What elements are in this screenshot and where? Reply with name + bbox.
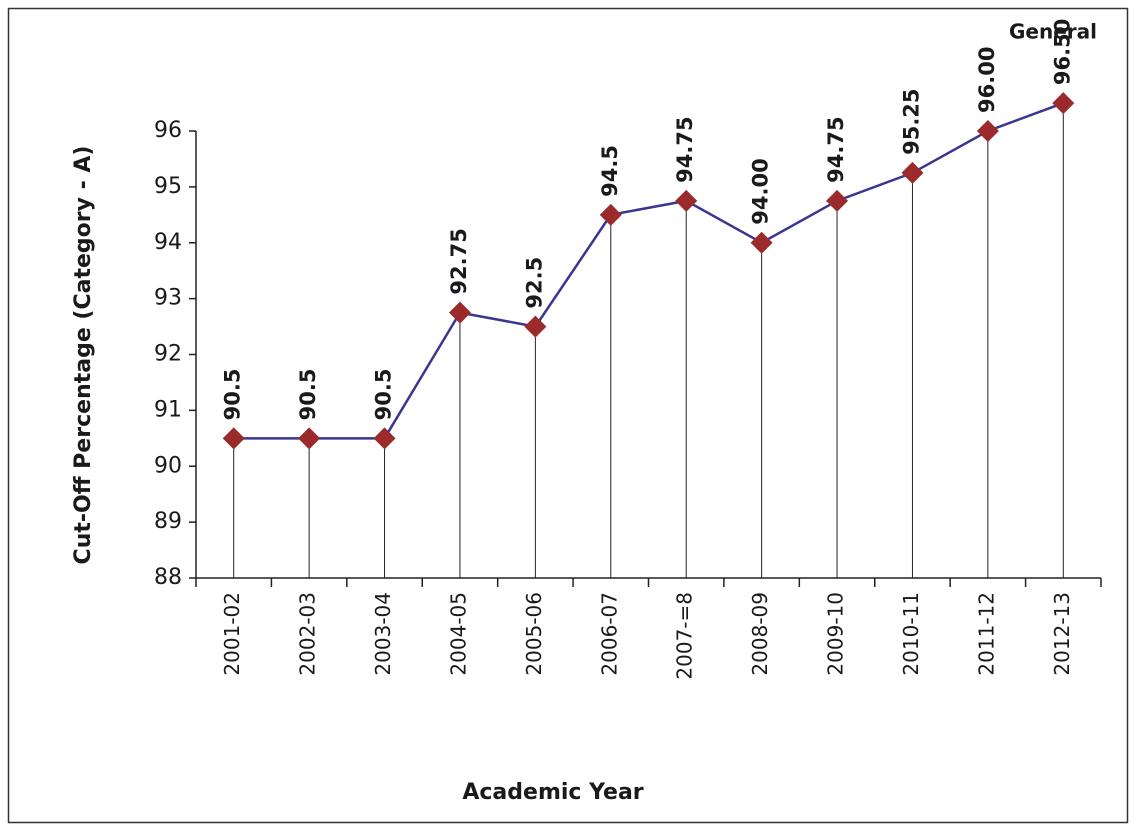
marker	[298, 427, 321, 450]
data-label: 94.5	[598, 145, 622, 197]
data-label: 92.5	[522, 257, 546, 309]
x-tick-label: 2005-06	[522, 592, 546, 676]
y-tick-label: 94	[154, 230, 182, 255]
x-tick-label: 2001-02	[220, 592, 244, 676]
y-tick-label: 90	[154, 453, 182, 478]
marker	[1052, 92, 1075, 115]
marker	[675, 189, 698, 212]
y-tick-label: 91	[154, 397, 182, 422]
y-tick-label: 96	[154, 118, 182, 143]
marker	[222, 427, 245, 450]
data-label: 94.75	[824, 116, 848, 182]
x-tick-label: 2011-12	[974, 592, 998, 676]
legend-label: General	[1009, 20, 1097, 44]
y-tick-label: 95	[154, 174, 182, 199]
marker	[599, 203, 622, 226]
y-tick-label: 88	[154, 565, 182, 590]
x-tick-label: 2012-13	[1050, 592, 1074, 676]
marker	[373, 427, 396, 450]
x-tick-label: 2006-07	[597, 592, 621, 676]
x-tick-label: 2010-11	[899, 592, 923, 676]
marker	[976, 120, 999, 142]
x-tick-label: 2007-=8	[673, 592, 697, 680]
data-label: 96.50	[1050, 19, 1074, 85]
data-label: 95.25	[899, 88, 923, 154]
y-tick-label: 92	[154, 342, 182, 367]
data-label: 96.00	[975, 47, 999, 113]
marker	[448, 301, 471, 324]
x-tick-label: 2002-03	[296, 592, 320, 676]
x-tick-label: 2004-05	[446, 592, 470, 676]
data-label: 94.00	[749, 158, 773, 224]
data-label: 90.5	[372, 368, 396, 420]
marker	[901, 161, 924, 184]
x-axis-title: Academic Year	[462, 780, 643, 805]
frame	[7, 7, 1129, 824]
series-line	[233, 101, 1064, 440]
y-tick-label: 93	[154, 286, 182, 311]
y-tick-label: 89	[154, 509, 182, 534]
data-label: 90.5	[296, 368, 320, 420]
y-axis-title: Cut-Off Percentage (Category - A)	[71, 146, 96, 565]
marker	[826, 189, 849, 212]
x-tick-label: 2009-10	[824, 592, 848, 676]
data-label: 90.5	[221, 368, 245, 420]
data-label: 94.75	[673, 116, 697, 182]
marker	[524, 315, 547, 338]
data-label: 92.75	[447, 228, 471, 294]
marker	[750, 231, 773, 254]
x-tick-label: 2003-04	[371, 592, 395, 676]
x-tick-label: 2008-09	[748, 592, 772, 676]
